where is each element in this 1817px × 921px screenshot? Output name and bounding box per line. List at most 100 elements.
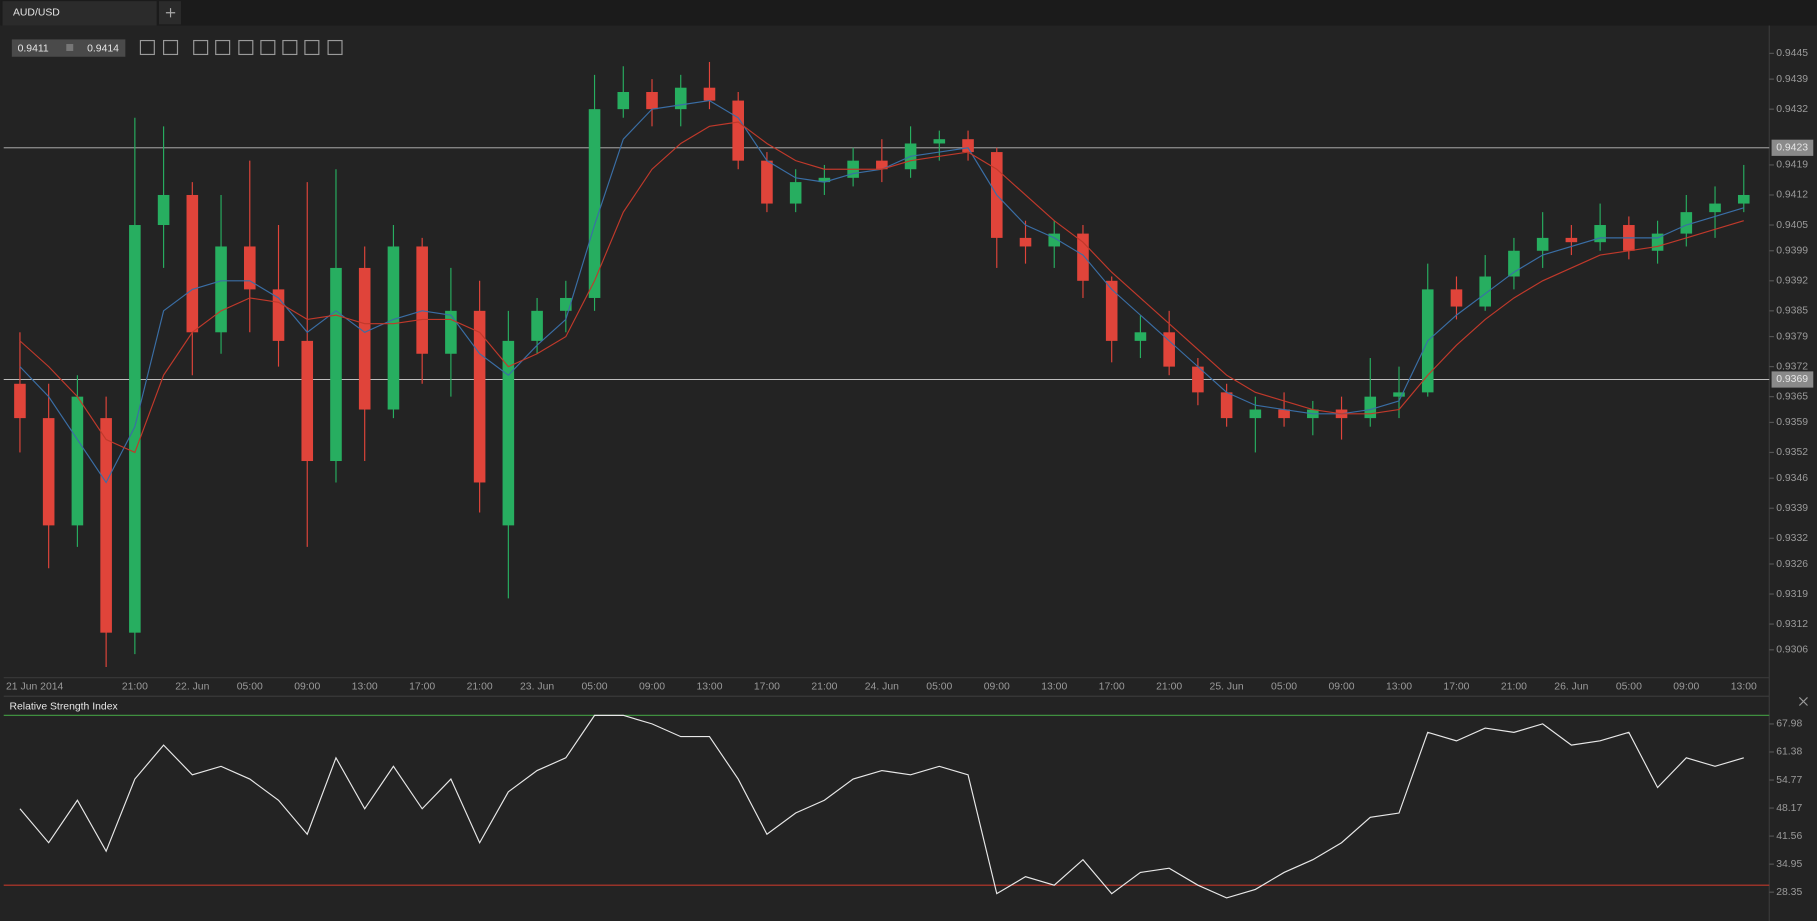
candle-body xyxy=(1594,225,1606,243)
y-tick-label: 0.9399 xyxy=(1776,246,1808,257)
candle-body xyxy=(674,87,687,110)
x-tick-label: 09:00 xyxy=(1329,682,1355,693)
candle-body xyxy=(1192,366,1204,393)
candle-body xyxy=(1105,280,1118,341)
candle-body xyxy=(272,289,285,341)
x-tick-label: 13:00 xyxy=(352,682,378,693)
candle-body xyxy=(129,225,141,633)
y-tick-label: 0.9312 xyxy=(1776,619,1808,630)
x-tick-label: 17:00 xyxy=(409,682,435,693)
y-tick-label: 0.9365 xyxy=(1776,391,1808,402)
candle-body xyxy=(588,109,601,298)
candle-body xyxy=(301,340,314,462)
tab-label: AUD/USD xyxy=(13,7,60,18)
x-tick-label: 24. Jun xyxy=(865,682,899,693)
chart-type[interactable] xyxy=(215,39,231,56)
rsi-title: Relative Strength Index xyxy=(10,701,119,712)
x-tick-label: 13:00 xyxy=(1386,682,1412,693)
y-tick-label: 41.56 xyxy=(1776,831,1802,842)
candle-body xyxy=(933,139,946,144)
candle-body xyxy=(186,194,199,333)
tab[interactable] xyxy=(2,1,157,26)
candle-body xyxy=(1508,250,1520,277)
y-tick-label: 0.9432 xyxy=(1776,104,1808,115)
ask: 0.9414 xyxy=(87,43,119,54)
candle-body xyxy=(358,267,371,410)
candle-body xyxy=(560,297,572,311)
y-tick-label: 0.9372 xyxy=(1776,361,1808,372)
x-tick-label: 05:00 xyxy=(1616,682,1642,693)
candle-body xyxy=(1220,392,1233,419)
y-tick-label: 0.9352 xyxy=(1776,447,1808,458)
x-tick-label: 21:00 xyxy=(467,682,493,693)
quote-separator xyxy=(66,44,74,51)
x-tick-label: 09:00 xyxy=(1673,682,1699,693)
indicators[interactable] xyxy=(238,39,254,56)
y-tick-label: 0.9359 xyxy=(1776,417,1808,428)
candle-body xyxy=(387,246,400,410)
x-tick-label: 09:00 xyxy=(639,682,665,693)
timeframe[interactable] xyxy=(193,39,209,56)
x-tick-label: 22. Jun xyxy=(175,682,209,693)
candle-body xyxy=(761,160,773,204)
y-tick-label: 0.9385 xyxy=(1776,306,1808,317)
candle-body xyxy=(445,310,457,354)
x-tick-label: 25. Jun xyxy=(1210,682,1244,693)
candle-body xyxy=(1680,212,1693,234)
candle-body xyxy=(502,340,515,526)
close-panel[interactable] xyxy=(1798,697,1808,706)
candle-body xyxy=(1163,332,1175,367)
y-tick-label: 0.9445 xyxy=(1776,48,1808,59)
y-tick-label: 0.9332 xyxy=(1776,533,1808,544)
x-tick-label: 05:00 xyxy=(1271,682,1297,693)
plus-icon xyxy=(165,8,176,18)
candle-body xyxy=(100,418,112,633)
x-tick-label: 21:00 xyxy=(811,682,837,693)
price-line-tag xyxy=(1771,371,1814,388)
candle-body xyxy=(1565,237,1578,243)
x-tick-label: 21:00 xyxy=(1156,682,1182,693)
zoom-in[interactable] xyxy=(163,39,179,56)
price-line-label: 0.9423 xyxy=(1776,143,1808,154)
y-tick-label: 0.9439 xyxy=(1776,74,1808,85)
zoom-out[interactable] xyxy=(139,39,155,56)
toolbar xyxy=(139,39,343,56)
candle-body xyxy=(42,418,55,526)
candle-body xyxy=(1709,203,1721,213)
pencil[interactable] xyxy=(327,39,343,56)
candle-body xyxy=(617,91,630,110)
y-tick-label: 48.17 xyxy=(1776,803,1802,814)
tab-bar xyxy=(0,0,1817,26)
y-tick-label: 61.38 xyxy=(1776,747,1802,758)
candle-body xyxy=(703,87,716,101)
candle-body xyxy=(1393,392,1405,397)
y-tick-label: 0.9346 xyxy=(1776,473,1808,484)
candle-body xyxy=(1364,396,1377,419)
y-tick-label: 28.35 xyxy=(1776,887,1802,898)
x-tick-label: 17:00 xyxy=(754,682,780,693)
candle-body xyxy=(215,246,227,333)
candle-body xyxy=(1278,409,1290,419)
candle-body xyxy=(1019,237,1032,247)
y-tick-label: 0.9419 xyxy=(1776,160,1808,171)
x-tick-label: 13:00 xyxy=(696,682,722,693)
candle-body xyxy=(14,383,26,419)
x-tick-label: 09:00 xyxy=(294,682,320,693)
edit[interactable] xyxy=(304,39,320,56)
candle-body xyxy=(1479,276,1491,307)
templates[interactable] xyxy=(282,39,298,56)
x-tick-label: 13:00 xyxy=(1731,682,1757,693)
candle-body xyxy=(473,310,486,483)
candle-body xyxy=(531,310,543,341)
x-tick-label: 17:00 xyxy=(1443,682,1469,693)
candle-body xyxy=(1077,233,1089,281)
candle-body xyxy=(1048,233,1061,247)
y-tick-label: 0.9319 xyxy=(1776,589,1808,600)
x-tick-label: 09:00 xyxy=(984,682,1010,693)
candle-body xyxy=(1249,409,1262,419)
drawing[interactable] xyxy=(260,39,276,56)
y-tick-label: 67.98 xyxy=(1776,719,1802,730)
y-tick-label: 54.77 xyxy=(1776,775,1802,786)
